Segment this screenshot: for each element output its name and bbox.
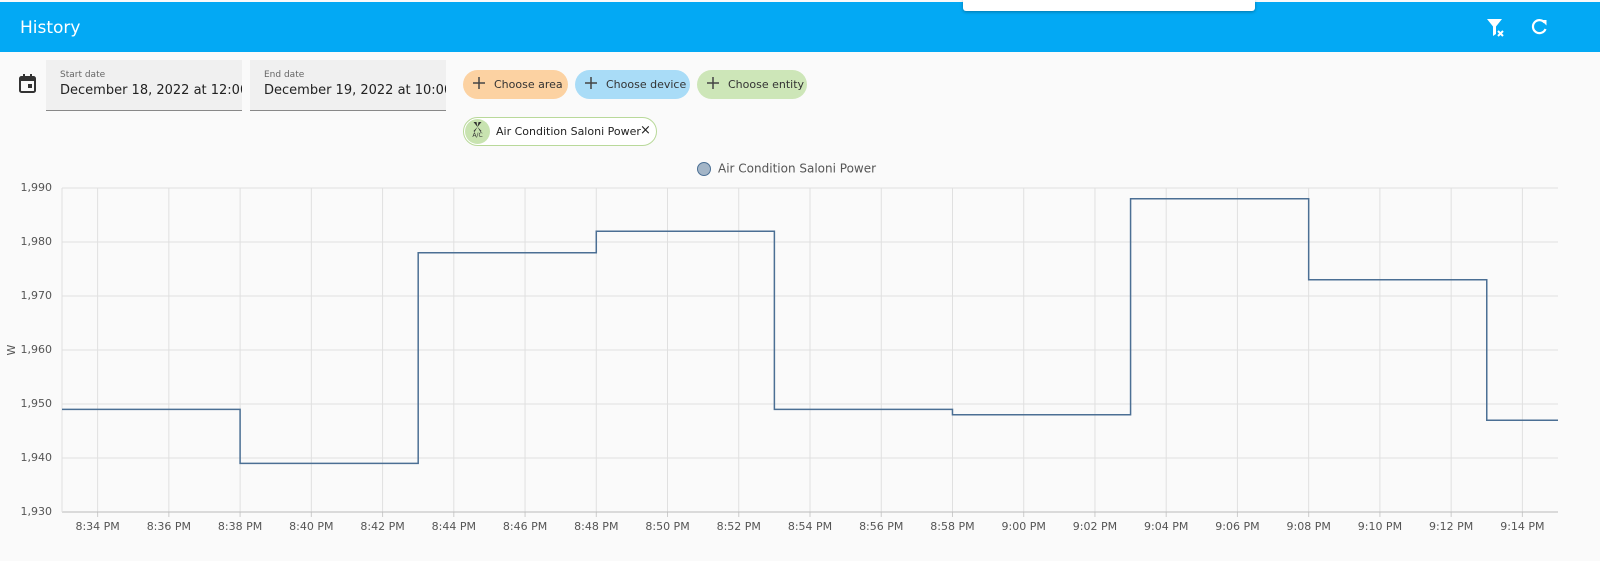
popup-edge (963, 0, 1255, 11)
x-tick-label: 8:46 PM (503, 520, 547, 533)
y-tick-label: 1,980 (21, 235, 53, 248)
choose-area-chip[interactable]: Choose area (463, 70, 568, 99)
calendar-icon[interactable] (18, 73, 38, 95)
x-tick-label: 8:38 PM (218, 520, 262, 533)
x-tick-label: 9:14 PM (1500, 520, 1544, 533)
selected-entity-chip: A/C Air Condition Saloni Power × (463, 117, 657, 146)
x-tick-label: 8:42 PM (360, 520, 404, 533)
icon-text: A/C (472, 132, 483, 139)
entity-name: Air Condition Saloni Power (496, 125, 641, 138)
field-label: Start date (60, 70, 106, 80)
x-tick-label: 8:58 PM (930, 520, 974, 533)
field-label: End date (264, 70, 305, 80)
end-date-field[interactable]: End date December 19, 2022 at 10:00 P (250, 60, 446, 111)
x-tick-label: 9:04 PM (1144, 520, 1188, 533)
chip-label: Choose area (494, 78, 563, 91)
x-tick-label: 8:36 PM (147, 520, 191, 533)
chip-label: Choose entity (728, 78, 805, 91)
y-tick-label: 1,970 (21, 289, 53, 302)
x-tick-label: 8:34 PM (75, 520, 119, 533)
y-tick-label: 1,950 (21, 397, 53, 410)
data-line (62, 198, 1558, 465)
x-tick-label: 8:40 PM (289, 520, 333, 533)
app-header: History (0, 2, 1600, 52)
x-tick-label: 8:56 PM (859, 520, 903, 533)
y-tick-label: 1,930 (21, 505, 53, 518)
choose-device-chip[interactable]: Choose device (575, 70, 690, 99)
page-title: History (20, 18, 81, 38)
clear-filter-button[interactable] (1484, 16, 1508, 40)
plus-icon (707, 77, 719, 89)
entity-icon: A/C (465, 119, 490, 144)
x-tick-label: 9:00 PM (1002, 520, 1046, 533)
x-tick-label: 8:48 PM (574, 520, 618, 533)
y-tick-label: 1,960 (21, 343, 53, 356)
x-tick-label: 9:12 PM (1429, 520, 1473, 533)
x-tick-label: 9:06 PM (1215, 520, 1259, 533)
start-date-field[interactable]: Start date December 18, 2022 at 12:00 A (46, 60, 242, 111)
field-value: December 18, 2022 at 12:00 A (60, 83, 242, 98)
remove-entity-button[interactable]: × (640, 123, 651, 138)
x-tick-label: 8:52 PM (717, 520, 761, 533)
x-tick-label: 9:10 PM (1358, 520, 1402, 533)
choose-entity-chip[interactable]: Choose entity (697, 70, 807, 99)
x-tick-label: 9:08 PM (1287, 520, 1331, 533)
y-axis-label: W (5, 344, 18, 355)
y-tick-label: 1,990 (21, 181, 53, 194)
x-tick-label: 8:44 PM (432, 520, 476, 533)
y-tick-label: 1,940 (21, 451, 53, 464)
x-tick-label: 8:50 PM (645, 520, 689, 533)
plus-icon (585, 77, 597, 89)
chip-label: Choose device (606, 78, 687, 91)
plus-icon (473, 77, 485, 89)
x-tick-label: 8:54 PM (788, 520, 832, 533)
fan-icon (473, 122, 482, 132)
x-tick-label: 9:02 PM (1073, 520, 1117, 533)
legend-swatch[interactable] (697, 162, 711, 176)
legend-label[interactable]: Air Condition Saloni Power (718, 162, 876, 176)
field-value: December 19, 2022 at 10:00 P (264, 83, 446, 98)
refresh-button[interactable] (1528, 16, 1550, 38)
